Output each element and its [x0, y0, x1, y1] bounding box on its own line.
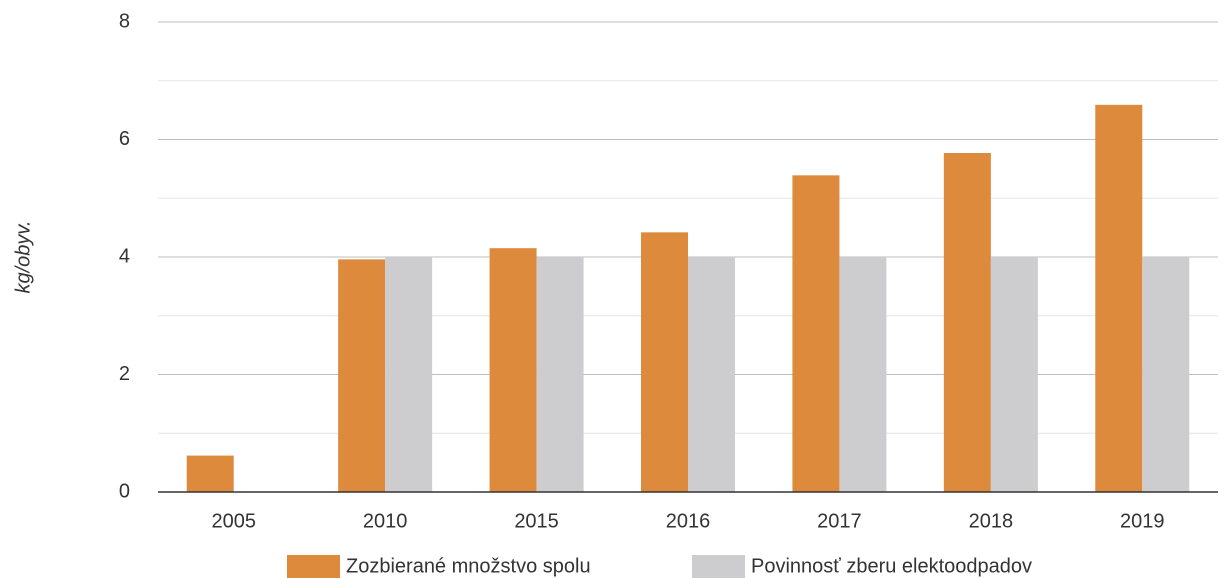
legend-swatch [692, 555, 745, 578]
bar [338, 259, 386, 492]
legend-label: Zozbierané množstvo spolu [346, 555, 591, 577]
y-tick-label: 2 [119, 363, 130, 385]
x-tick-label: 2017 [817, 510, 862, 532]
legend-swatch [287, 555, 340, 578]
bar [688, 257, 735, 492]
bar [536, 257, 584, 492]
x-tick-label: 2018 [969, 510, 1014, 532]
bar [489, 248, 537, 492]
x-tick-label: 2019 [1120, 510, 1165, 532]
legend-label: Povinnosť zberu elektoodpadov [751, 555, 1032, 577]
bar [943, 153, 991, 492]
bar [1095, 104, 1143, 493]
bar [385, 257, 433, 492]
y-axis-label: kg/obyv. [12, 221, 34, 294]
x-tick-label: 2016 [666, 510, 711, 532]
y-tick-label: 0 [119, 480, 130, 502]
bar [792, 175, 840, 492]
y-tick-label: 4 [119, 245, 130, 267]
bar [186, 455, 234, 492]
x-tick-label: 2015 [514, 510, 559, 532]
bar [1142, 257, 1190, 492]
y-tick-label: 6 [119, 128, 130, 150]
bar [839, 257, 887, 492]
x-tick-label: 2005 [211, 510, 256, 532]
bar [990, 257, 1038, 492]
x-tick-label: 2010 [363, 510, 408, 532]
bar [641, 232, 688, 492]
y-tick-label: 8 [119, 10, 130, 32]
